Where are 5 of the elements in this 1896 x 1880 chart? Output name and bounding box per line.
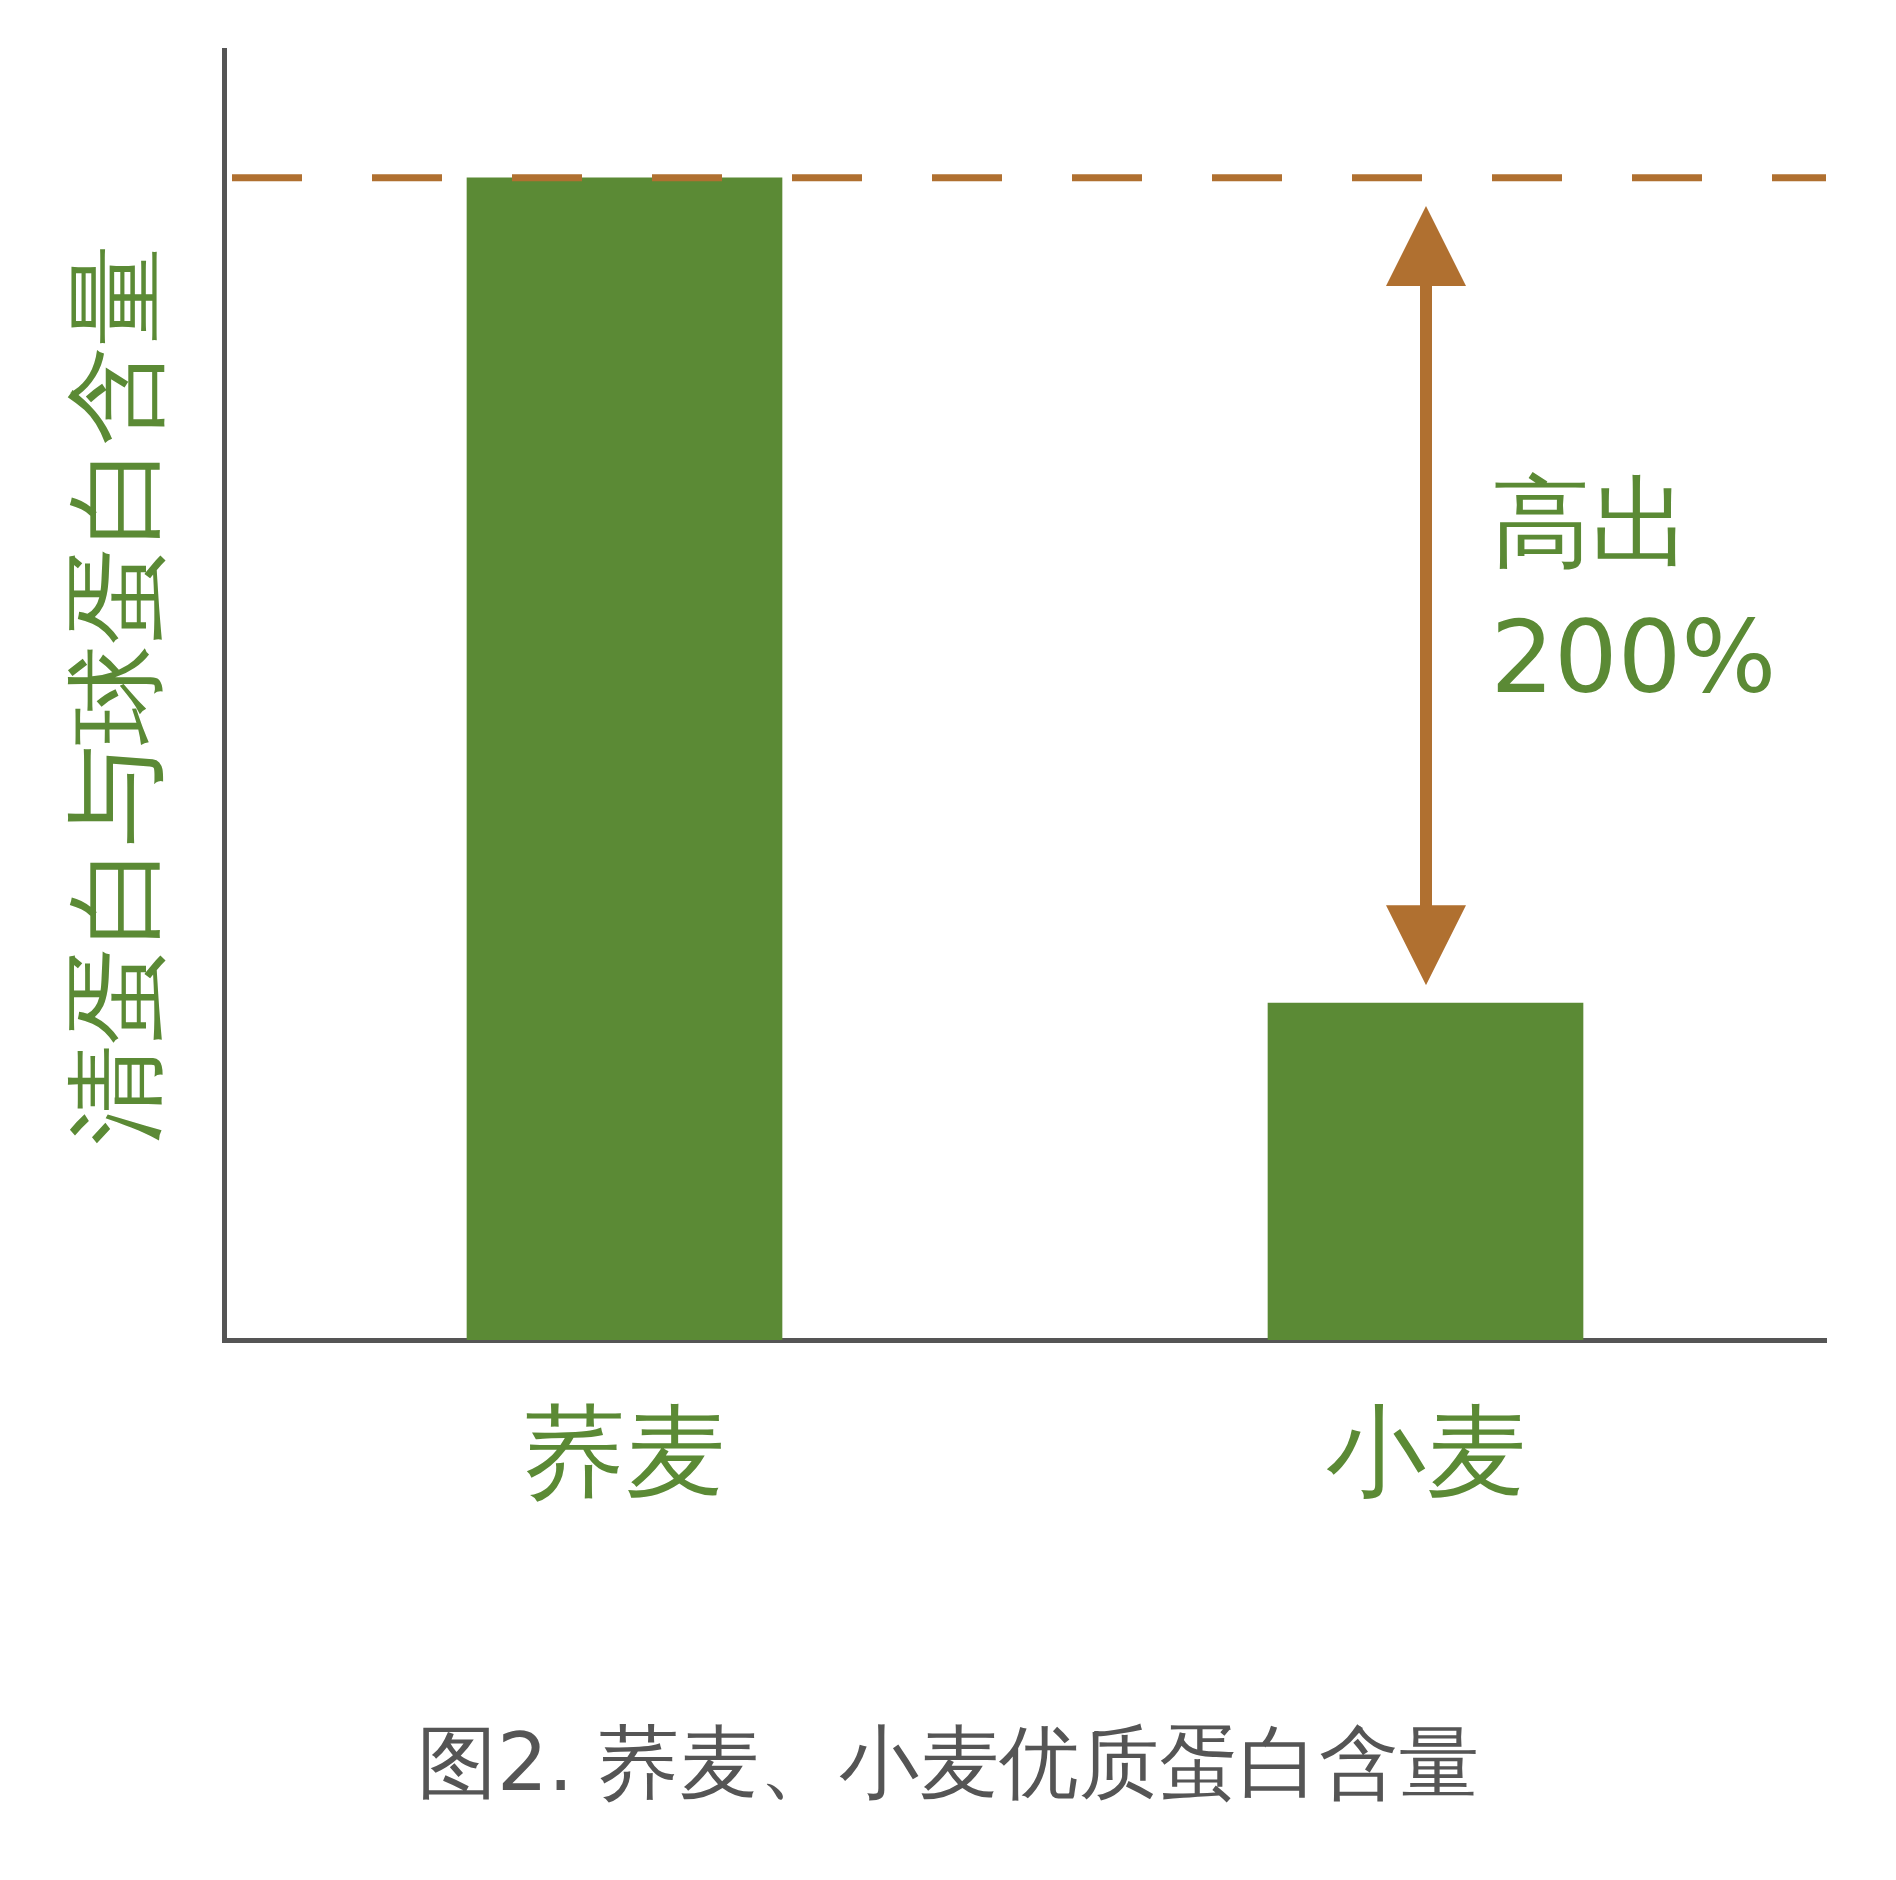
x-tick-label: 小麦	[1325, 1392, 1526, 1510]
annotation: 高出200%	[1490, 463, 1778, 719]
caption: 图2. 荞麦、小麦优质蛋白含量	[416, 1715, 1480, 1811]
x-tick-label: 荞麦	[524, 1392, 725, 1510]
y-axis-title: 清蛋白与球蛋白含量	[56, 245, 174, 1145]
